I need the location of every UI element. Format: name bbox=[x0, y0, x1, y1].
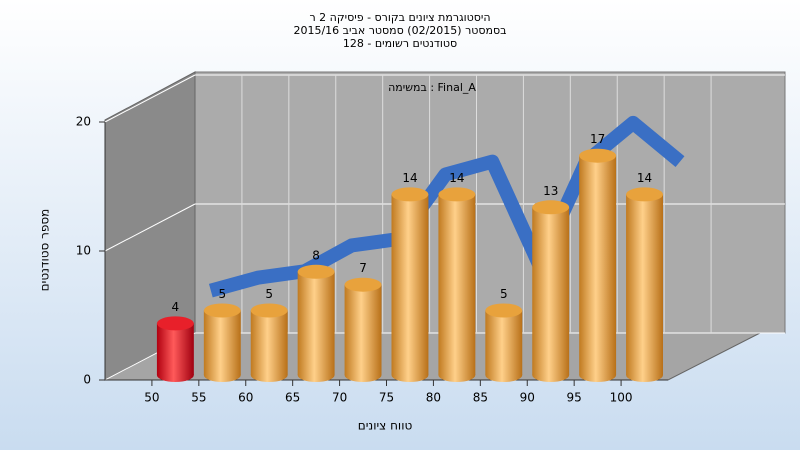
x-tick-label: 90 bbox=[520, 391, 535, 405]
x-tick-label: 100 bbox=[610, 391, 633, 405]
x-tick-label: 65 bbox=[285, 391, 300, 405]
bar-top bbox=[626, 187, 664, 202]
grid-line bbox=[104, 203, 196, 252]
bar-top bbox=[579, 148, 617, 163]
y-tick-label: 10 bbox=[76, 244, 91, 258]
x-tick-label: 55 bbox=[191, 391, 206, 405]
bar bbox=[203, 310, 241, 375]
title: בסמסטר (02/2015) סמסטר אביב 2015/16 bbox=[293, 24, 506, 37]
bar bbox=[579, 155, 617, 375]
value-label: 7 bbox=[359, 261, 367, 275]
value-label: 5 bbox=[265, 287, 273, 301]
bar bbox=[344, 284, 382, 375]
bar-top bbox=[438, 187, 476, 202]
bar bbox=[485, 310, 523, 375]
value-label: 13 bbox=[543, 184, 558, 198]
value-label: 14 bbox=[449, 171, 464, 185]
bar-top bbox=[344, 277, 382, 292]
grid-line bbox=[104, 74, 196, 123]
value-label: 5 bbox=[218, 287, 226, 301]
x-tick-label: 50 bbox=[144, 391, 159, 405]
x-tick-label: 70 bbox=[332, 391, 347, 405]
bar-top bbox=[203, 303, 241, 318]
bar-top bbox=[485, 303, 523, 318]
x-tick-label: 95 bbox=[567, 391, 582, 405]
value-label: 8 bbox=[312, 248, 320, 262]
title: היסטוגרמת ציונים בקורס - פיסיקה 2 ר bbox=[309, 11, 490, 24]
bar bbox=[391, 194, 429, 375]
y-axis-label: מספר סטודנטים bbox=[38, 209, 52, 292]
x-tick-label: 60 bbox=[238, 391, 253, 405]
bar-top bbox=[297, 264, 335, 279]
value-label: 14 bbox=[637, 171, 652, 185]
bar-top bbox=[391, 187, 429, 202]
y-tick-label: 0 bbox=[83, 373, 91, 387]
bar bbox=[297, 271, 335, 375]
x-axis-label: טווח ציונים bbox=[358, 419, 413, 433]
annotation: במשימה : Final_A bbox=[388, 81, 476, 94]
value-label: 4 bbox=[172, 300, 180, 314]
x-tick-label: 85 bbox=[473, 391, 488, 405]
bar-top bbox=[532, 200, 570, 215]
bar bbox=[250, 310, 288, 375]
x-tick-label: 75 bbox=[379, 391, 394, 405]
bar bbox=[626, 194, 663, 375]
value-label: 5 bbox=[500, 287, 508, 301]
value-label: 17 bbox=[590, 132, 605, 146]
back-wall bbox=[194, 71, 786, 334]
bar bbox=[438, 194, 476, 375]
bar bbox=[156, 323, 194, 375]
title: סטודנטים רשומים - 128 bbox=[343, 37, 457, 50]
bar-top bbox=[156, 316, 194, 331]
y-tick-label: 20 bbox=[76, 115, 91, 129]
curve bbox=[208, 115, 685, 298]
value-label: 14 bbox=[402, 171, 417, 185]
bar bbox=[532, 207, 570, 375]
x-tick-label: 80 bbox=[426, 391, 441, 405]
bar-top bbox=[250, 303, 288, 318]
